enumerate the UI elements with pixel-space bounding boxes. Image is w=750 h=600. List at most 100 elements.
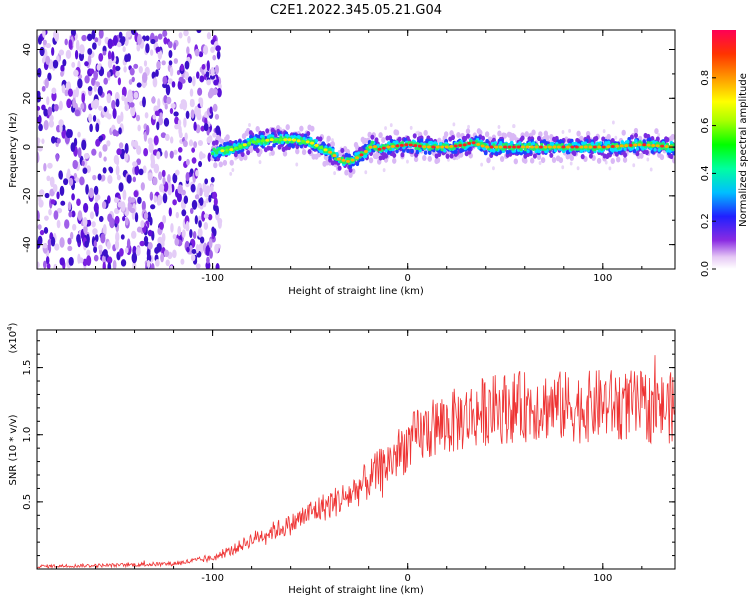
heatmap-cell [529, 157, 535, 164]
heatmap-cell [225, 134, 230, 141]
heatmap-cell [543, 145, 548, 149]
heatmap-cell [42, 260, 47, 269]
bottom-y-tick-label: 0.5 [22, 494, 33, 510]
heatmap-cell [71, 193, 75, 201]
heatmap-cell [74, 109, 81, 117]
heatmap-cell [122, 216, 126, 222]
heatmap-cell [149, 191, 154, 201]
heatmap-cell [196, 112, 202, 121]
heatmap-cell [67, 245, 73, 252]
heatmap-cell [646, 157, 650, 162]
heatmap-cell [323, 148, 328, 152]
heatmap-cell [165, 259, 170, 267]
heatmap-cell [525, 145, 530, 149]
heatmap-cell [145, 35, 150, 42]
heatmap-cell [150, 39, 156, 45]
heatmap-cell [107, 213, 113, 223]
heatmap-cell [155, 46, 161, 52]
heatmap-cell [203, 222, 209, 230]
heatmap-cell [551, 157, 557, 164]
heatmap-cell [568, 143, 573, 147]
heatmap-cell [168, 207, 172, 217]
heatmap-cell [203, 213, 209, 219]
heatmap-cell [174, 123, 180, 130]
heatmap-cell [116, 148, 122, 156]
top-panel: -100 0 100 -40 -20 0 20 40 Height of straight l… [8, 29, 676, 297]
heatmap-cell [395, 140, 399, 145]
heatmap-cell [95, 122, 100, 133]
heatmap-cell [124, 35, 129, 47]
heatmap-cell [364, 170, 368, 175]
heatmap-cell [521, 145, 526, 149]
heatmap-cell [331, 138, 334, 143]
heatmap-cell [518, 141, 522, 145]
heatmap-cell [74, 49, 79, 60]
heatmap-cell [48, 208, 52, 216]
heatmap-cell [163, 249, 170, 258]
heatmap-cell [295, 162, 299, 167]
heatmap-cell [538, 145, 543, 149]
heatmap-cell [214, 64, 219, 75]
heatmap-cell [482, 146, 487, 151]
heatmap-cell [523, 157, 528, 164]
heatmap-cell [307, 149, 312, 155]
heatmap-cell [581, 141, 585, 146]
heatmap-cell [249, 134, 253, 140]
heatmap-cell [233, 146, 238, 150]
heatmap-cell [132, 176, 137, 183]
heatmap-cell [60, 200, 66, 206]
heatmap-cell [75, 86, 79, 98]
heatmap-cell [112, 129, 118, 137]
heatmap-cell [82, 217, 88, 227]
heatmap-cell [332, 151, 336, 155]
heatmap-cell [112, 108, 117, 119]
heatmap-cell [102, 167, 107, 174]
heatmap-cell [129, 102, 135, 108]
heatmap-cell [571, 141, 575, 146]
heatmap-cell [169, 150, 174, 159]
heatmap-cell [519, 147, 523, 152]
heatmap-cell [652, 140, 656, 144]
colorbar-tick-label: 0.8 [700, 70, 711, 86]
heatmap-cell [77, 253, 81, 264]
heatmap-cell [120, 259, 127, 267]
heatmap-cell [68, 211, 73, 218]
heatmap-cell [497, 130, 502, 137]
heatmap-cell [350, 158, 355, 162]
heatmap-cell [114, 207, 119, 214]
heatmap-cell [195, 169, 199, 177]
heatmap-cell [210, 152, 215, 156]
heatmap-cell [340, 147, 345, 154]
heatmap-cell [366, 147, 370, 151]
heatmap-cell [72, 223, 77, 231]
heatmap-cell [669, 153, 674, 160]
heatmap-cell [229, 148, 234, 152]
heatmap-cell [217, 220, 222, 229]
heatmap-cell [180, 258, 185, 265]
heatmap-cell [68, 256, 74, 266]
heatmap-cell [536, 154, 542, 161]
heatmap-cell [310, 141, 315, 145]
heatmap-cell [574, 141, 578, 146]
heatmap-cell [527, 142, 532, 147]
heatmap-cell [606, 145, 611, 149]
heatmap-cell [41, 104, 46, 111]
heatmap-cell [193, 121, 197, 132]
heatmap-cell [229, 159, 234, 166]
heatmap-cell [93, 70, 99, 81]
heatmap-cell [346, 159, 351, 163]
heatmap-cell [296, 139, 301, 143]
heatmap-cell [608, 166, 612, 171]
heatmap-cell [153, 195, 158, 203]
heatmap-cell [202, 184, 207, 193]
heatmap-cell [184, 71, 190, 81]
heatmap-cell [215, 263, 220, 269]
heatmap-cell [671, 147, 675, 151]
heatmap-cell [153, 135, 159, 146]
heatmap-cell [512, 124, 515, 129]
heatmap-cell [301, 149, 307, 156]
heatmap-cell [428, 147, 432, 152]
heatmap-cell [130, 139, 135, 147]
heatmap-cell [67, 237, 72, 245]
